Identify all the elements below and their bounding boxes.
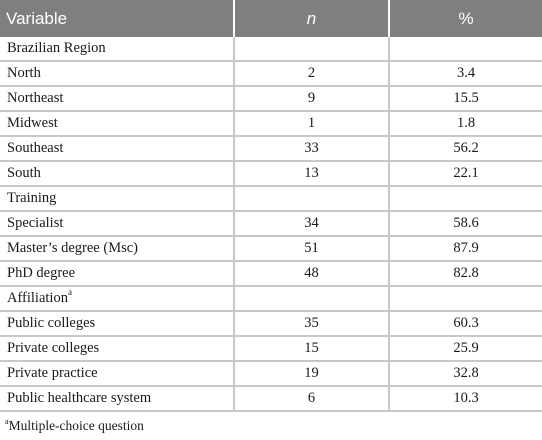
footnote-text: Multiple-choice question [8,418,144,433]
table-footnote: aMultiple-choice question [5,416,144,434]
cell-percent: 1.8 [389,111,542,137]
variable-footnote-marker: a [67,287,72,298]
cell-n: 2 [234,61,390,87]
variable-label: Southeast [7,140,64,156]
cell-n [234,37,390,62]
table-row: North 2 3.4 [0,61,542,87]
table-row: Private practice 19 32.8 [0,361,542,387]
variable-label: Specialist [7,215,64,231]
cell-n: 9 [234,86,390,112]
variable-label: North [7,65,41,81]
cell-variable: Private colleges [0,336,235,362]
footnote-marker: a [5,416,9,426]
cell-variable: Specialist [0,211,235,237]
cell-percent [389,37,542,62]
cell-variable: Midwest [0,111,235,137]
cell-n: 51 [234,236,390,262]
variable-label: Training [7,190,57,206]
cell-variable: Public healthcare system [0,386,235,412]
cell-percent: 15.5 [389,86,542,112]
table-row: Specialist 34 58.6 [0,211,542,237]
header-percent: % [389,0,542,37]
table-row: Northeast 9 15.5 [0,86,542,112]
cell-percent: 60.3 [389,311,542,337]
cell-n: 19 [234,361,390,387]
variable-label: Public colleges [7,315,96,331]
variable-label: Private practice [7,365,98,381]
table-row: Public healthcare system 6 10.3 [0,386,542,412]
table-row: Private colleges 15 25.9 [0,336,542,362]
cell-variable: PhD degree [0,261,235,287]
cell-n: 15 [234,336,390,362]
cell-percent [389,286,542,312]
cell-n: 6 [234,386,390,412]
table-row: Brazilian Region [0,37,542,62]
variable-label: Midwest [7,115,58,131]
variable-label: Northeast [7,90,64,106]
cell-n: 35 [234,311,390,337]
cell-percent: 10.3 [389,386,542,412]
variable-label: Private colleges [7,340,100,356]
cell-percent: 22.1 [389,161,542,187]
cell-n [234,286,390,312]
cell-n: 33 [234,136,390,162]
cell-variable: Brazilian Region [0,37,235,62]
cell-percent: 82.8 [389,261,542,287]
table-row: PhD degree 48 82.8 [0,261,542,287]
header-variable: Variable [0,0,235,37]
variable-label: PhD degree [7,265,76,281]
table-row: Affiliationa [0,286,542,312]
table-row: Training [0,186,542,212]
cell-variable: Northeast [0,86,235,112]
variable-label: Master’s degree (Msc) [7,240,138,256]
table-body: Brazilian Region North 2 3.4 Northeast 9 15.5 M… [0,37,542,412]
variable-label: South [7,165,41,181]
header-n: n [234,0,390,37]
cell-variable: Public colleges [0,311,235,337]
cell-percent: 25.9 [389,336,542,362]
cell-n: 48 [234,261,390,287]
table-row: South 13 22.1 [0,161,542,187]
cell-variable: Affiliationa [0,286,235,312]
cell-variable: Southeast [0,136,235,162]
table-row: Midwest 1 1.8 [0,111,542,137]
cell-variable: South [0,161,235,187]
data-table-container: Variable n % Brazilian Region North 2 3.4 No… [0,0,542,412]
variable-label: Public healthcare system [7,390,152,406]
data-table: Variable n % Brazilian Region North 2 3.4 No… [0,0,542,412]
cell-n: 1 [234,111,390,137]
table-row: Master’s degree (Msc) 51 87.9 [0,236,542,262]
cell-variable: Master’s degree (Msc) [0,236,235,262]
table-row: Public colleges 35 60.3 [0,311,542,337]
cell-percent: 32.8 [389,361,542,387]
cell-percent: 56.2 [389,136,542,162]
cell-n [234,186,390,212]
table-row: Southeast 33 56.2 [0,136,542,162]
cell-n: 34 [234,211,390,237]
table-header-row: Variable n % [0,0,542,37]
cell-percent: 87.9 [389,236,542,262]
variable-label: Brazilian Region [7,40,106,56]
cell-variable: Training [0,186,235,212]
cell-variable: North [0,61,235,87]
cell-percent: 3.4 [389,61,542,87]
cell-percent: 58.6 [389,211,542,237]
variable-label: Affiliation [7,290,68,306]
cell-n: 13 [234,161,390,187]
cell-percent [389,186,542,212]
cell-variable: Private practice [0,361,235,387]
